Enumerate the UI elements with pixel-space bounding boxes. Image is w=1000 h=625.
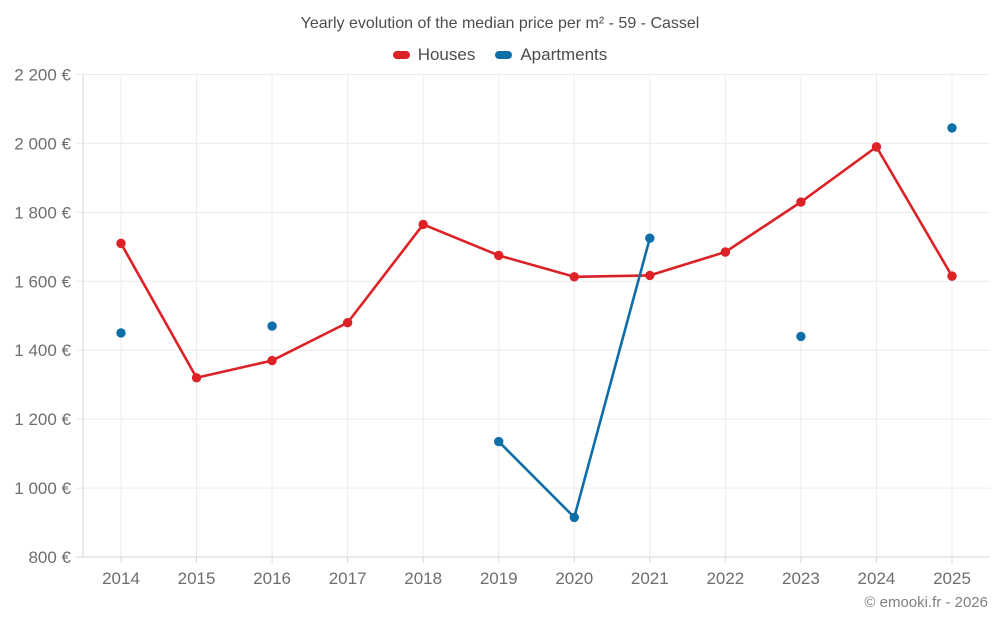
x-tick-label: 2021: [631, 569, 669, 588]
legend-label: Houses: [417, 45, 476, 64]
series-line-houses: [724, 200, 803, 254]
x-tick-label: 2022: [706, 569, 744, 588]
data-point-houses-2020[interactable]: [569, 272, 579, 282]
y-tick-label: 1 200 €: [14, 410, 71, 429]
data-point-houses-2017[interactable]: [342, 317, 353, 328]
series-line-houses: [572, 274, 652, 279]
x-tick-label: 2023: [782, 569, 820, 588]
legend-swatch: [392, 51, 410, 59]
series-line-houses: [497, 254, 576, 279]
x-tick-label: 2014: [102, 569, 140, 588]
data-point-houses-2023[interactable]: [796, 197, 806, 207]
x-tick-label: 2020: [555, 569, 593, 588]
data-point-apartments-2023[interactable]: [796, 331, 806, 342]
series-line-houses: [346, 223, 425, 324]
y-tick-label: 1 000 €: [14, 479, 71, 498]
legend-label: Apartments: [520, 45, 608, 64]
y-tick-label: 2 200 €: [14, 66, 71, 85]
x-tick-label: 2015: [178, 569, 216, 588]
legend-item[interactable]: Apartments: [495, 45, 607, 65]
data-point-apartments-2025[interactable]: [947, 123, 957, 133]
data-point-houses-2014[interactable]: [116, 238, 126, 249]
chart-legend: Houses Apartments: [0, 45, 1000, 65]
y-tick-label: 1 600 €: [14, 272, 71, 291]
x-tick-label: 2025: [933, 569, 971, 588]
legend-swatch: [495, 51, 513, 59]
data-point-houses-2021[interactable]: [645, 270, 655, 281]
series-line-houses: [195, 359, 274, 380]
series-line-apartments: [572, 236, 652, 519]
data-point-apartments-2019[interactable]: [494, 436, 504, 447]
x-tick-label: 2016: [253, 569, 291, 588]
data-point-houses-2024[interactable]: [871, 142, 882, 152]
data-point-houses-2022[interactable]: [720, 247, 731, 257]
copyright-footer: © emooki.fr - 2026: [864, 594, 988, 611]
data-point-apartments-2021[interactable]: [645, 233, 655, 243]
data-point-houses-2025[interactable]: [947, 271, 957, 281]
data-point-houses-2016[interactable]: [267, 355, 277, 366]
y-tick-label: 1 400 €: [14, 341, 71, 360]
data-point-houses-2018[interactable]: [418, 219, 428, 230]
x-tick-label: 2018: [404, 569, 442, 588]
y-tick-label: 800 €: [28, 548, 71, 567]
series-line-apartments: [497, 440, 576, 519]
chart-title: Yearly evolution of the median price per…: [300, 15, 700, 32]
y-tick-label: 2 000 €: [14, 134, 71, 153]
data-point-houses-2019[interactable]: [494, 250, 504, 261]
series-line-houses: [648, 250, 727, 277]
data-point-apartments-2014[interactable]: [116, 328, 126, 338]
x-tick-label: 2019: [480, 569, 518, 588]
y-tick-label: 1 800 €: [14, 203, 71, 222]
x-tick-label: 2017: [329, 569, 367, 588]
data-point-houses-2015[interactable]: [191, 373, 202, 383]
data-point-apartments-2016[interactable]: [267, 321, 277, 331]
series-line-houses: [421, 223, 501, 257]
series-line-houses: [270, 321, 349, 362]
series-line-houses: [875, 145, 954, 278]
x-tick-label: 2024: [858, 569, 896, 588]
legend-item[interactable]: Houses: [392, 45, 476, 65]
series-line-houses: [119, 242, 198, 380]
series-line-houses: [799, 145, 878, 204]
data-point-apartments-2020[interactable]: [569, 512, 579, 523]
